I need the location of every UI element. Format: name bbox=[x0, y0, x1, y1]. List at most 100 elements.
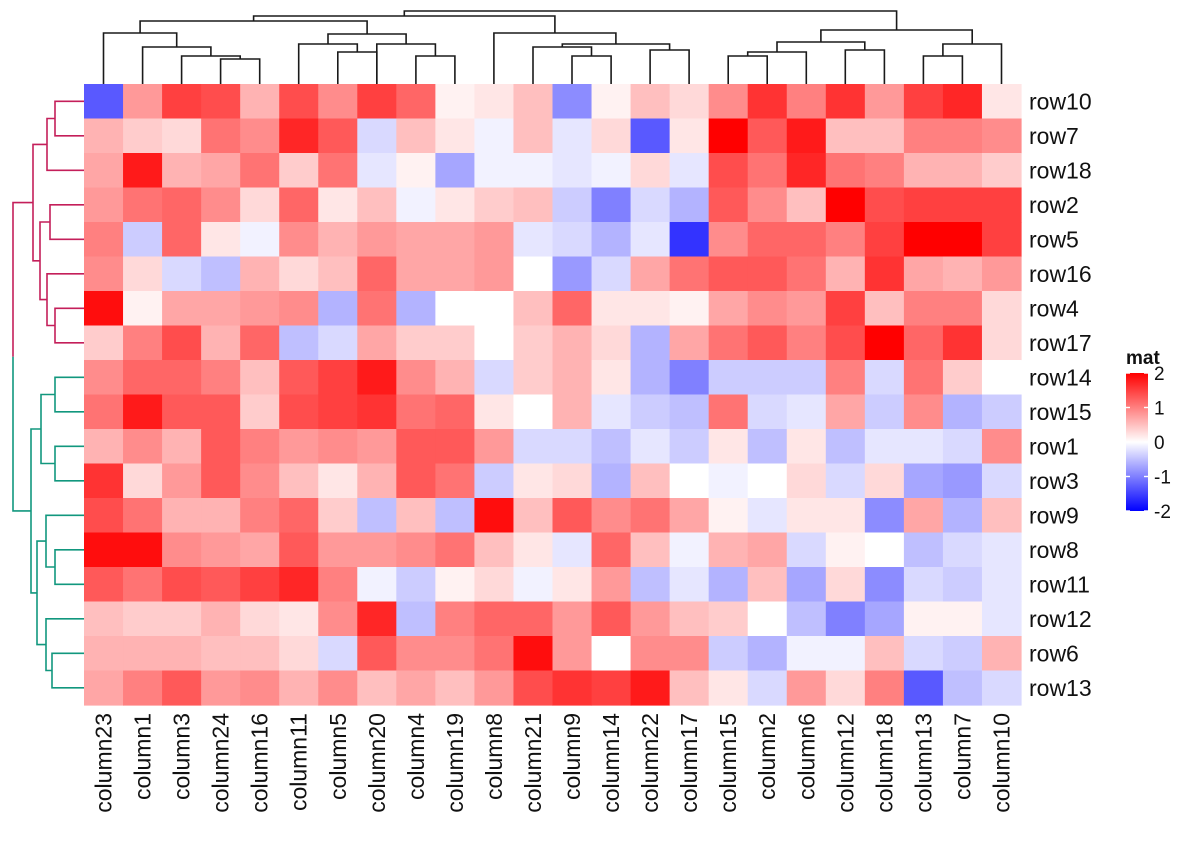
heatmap-cell bbox=[630, 636, 671, 672]
heatmap-cell bbox=[825, 118, 866, 154]
heatmap-cell bbox=[123, 498, 163, 534]
heatmap-cell bbox=[318, 636, 358, 672]
heatmap-cell bbox=[942, 567, 983, 603]
heatmap-cell bbox=[552, 567, 593, 603]
heatmap-cell bbox=[240, 429, 280, 465]
heatmap-cell bbox=[942, 463, 983, 499]
heatmap-cell bbox=[201, 601, 241, 637]
heatmap-cell bbox=[435, 636, 476, 672]
heatmap-cell bbox=[318, 394, 358, 430]
heatmap-cell bbox=[435, 670, 476, 706]
heatmap-cell bbox=[864, 187, 905, 223]
heatmap-cell bbox=[240, 256, 280, 292]
heatmap-cell bbox=[162, 429, 202, 465]
heatmap-cell bbox=[318, 463, 358, 499]
heatmap-cell bbox=[474, 360, 515, 396]
heatmap-cell bbox=[552, 601, 593, 637]
heatmap-cell bbox=[279, 291, 319, 327]
heatmap-cell bbox=[903, 325, 944, 361]
heatmap-cell bbox=[942, 118, 983, 154]
heatmap-cell bbox=[669, 153, 710, 189]
heatmap-cell bbox=[669, 567, 710, 603]
heatmap-cell bbox=[786, 256, 827, 292]
heatmap-cell bbox=[279, 222, 319, 258]
heatmap-cell bbox=[279, 118, 319, 154]
dendrogram-branch bbox=[844, 49, 886, 84]
heatmap-cell bbox=[864, 325, 905, 361]
heatmap-cell bbox=[942, 222, 983, 258]
heatmap-cell bbox=[591, 429, 632, 465]
heatmap-cell bbox=[981, 429, 1022, 465]
heatmap-cell bbox=[84, 532, 124, 568]
dendrogram-branch bbox=[12, 201, 33, 357]
heatmap-cell bbox=[396, 498, 436, 534]
heatmap-cell bbox=[747, 256, 788, 292]
column-label: column3 bbox=[169, 713, 195, 800]
heatmap-cell bbox=[591, 153, 632, 189]
row-label: row7 bbox=[1029, 123, 1079, 149]
heatmap-cell bbox=[279, 601, 319, 637]
heatmap-cell bbox=[396, 187, 436, 223]
column-label: column2 bbox=[754, 713, 780, 800]
heatmap-cell bbox=[825, 636, 866, 672]
heatmap-cell bbox=[279, 498, 319, 534]
dendrogram-branch bbox=[39, 221, 50, 301]
heatmap-cell bbox=[84, 118, 124, 154]
row-label: row10 bbox=[1029, 88, 1092, 114]
heatmap-cell bbox=[903, 463, 944, 499]
dendrogram-branch bbox=[30, 428, 41, 594]
heatmap-cell bbox=[864, 498, 905, 534]
heatmap-cell bbox=[435, 153, 476, 189]
heatmap-cell bbox=[474, 256, 515, 292]
heatmap-cell bbox=[435, 325, 476, 361]
heatmap-cell bbox=[84, 670, 124, 706]
heatmap-cell bbox=[396, 636, 436, 672]
heatmap-cell bbox=[123, 291, 163, 327]
heatmap-cell bbox=[630, 532, 671, 568]
column-label: column17 bbox=[676, 713, 702, 813]
heatmap-cell bbox=[162, 601, 202, 637]
heatmap-cell bbox=[552, 463, 593, 499]
heatmap-cell bbox=[435, 222, 476, 258]
heatmap-cell bbox=[201, 394, 241, 430]
heatmap-cell bbox=[279, 670, 319, 706]
heatmap-cell bbox=[669, 222, 710, 258]
heatmap-cell bbox=[825, 601, 866, 637]
heatmap-cell bbox=[84, 394, 124, 430]
heatmap-cell bbox=[513, 118, 554, 154]
heatmap-cell bbox=[201, 670, 241, 706]
heatmap-cell bbox=[825, 325, 866, 361]
heatmap-cell bbox=[630, 325, 671, 361]
heatmap-cell bbox=[318, 601, 358, 637]
dendrogram-branch bbox=[252, 15, 556, 33]
heatmap-cell bbox=[552, 670, 593, 706]
heatmap-cell bbox=[552, 636, 593, 672]
dendrogram-branch bbox=[219, 58, 261, 84]
heatmap-cell bbox=[669, 187, 710, 223]
dendrogram-branch bbox=[376, 43, 437, 84]
heatmap-cell bbox=[942, 532, 983, 568]
heatmap-cell bbox=[318, 670, 358, 706]
heatmap-cell bbox=[552, 394, 593, 430]
heatmap-cell bbox=[708, 670, 749, 706]
heatmap-cell bbox=[474, 601, 515, 637]
heatmap-cell bbox=[240, 360, 280, 396]
heatmap-cell bbox=[591, 498, 632, 534]
heatmap-cell bbox=[279, 256, 319, 292]
heatmap-cell bbox=[903, 636, 944, 672]
heatmap-cell bbox=[708, 118, 749, 154]
heatmap-cell bbox=[84, 325, 124, 361]
heatmap-cell bbox=[942, 84, 983, 120]
heatmap-cell bbox=[240, 636, 280, 672]
heatmap-cell bbox=[864, 256, 905, 292]
heatmap-cell bbox=[357, 498, 397, 534]
heatmap-cell bbox=[747, 291, 788, 327]
heatmap-cell bbox=[825, 429, 866, 465]
heatmap-cell bbox=[786, 429, 827, 465]
heatmap-cell bbox=[942, 394, 983, 430]
column-label: column1 bbox=[130, 713, 156, 800]
heatmap-cell bbox=[396, 601, 436, 637]
heatmap-cell bbox=[747, 153, 788, 189]
heatmap-cell bbox=[981, 636, 1022, 672]
heatmap-cell bbox=[825, 394, 866, 430]
